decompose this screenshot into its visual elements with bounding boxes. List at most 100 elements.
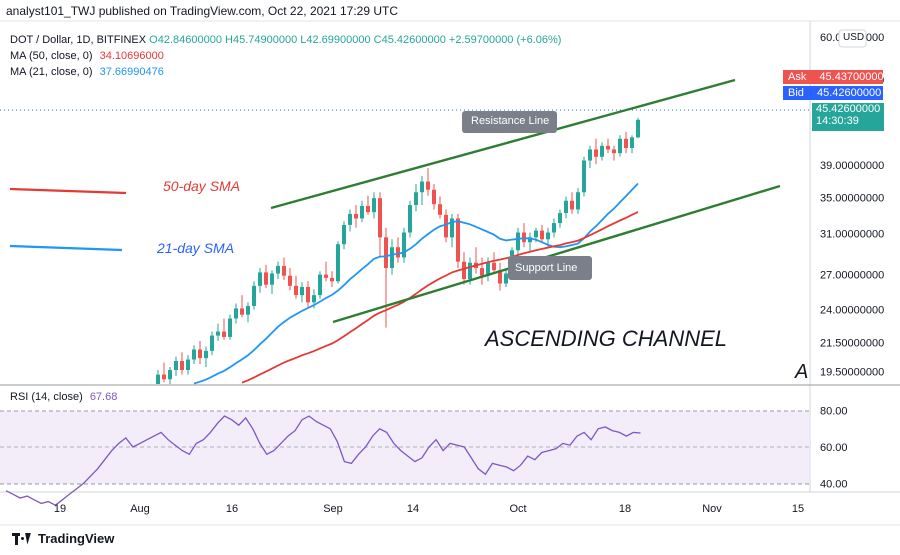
candle[interactable] bbox=[456, 213, 460, 269]
candle[interactable] bbox=[522, 223, 526, 248]
candle[interactable] bbox=[276, 261, 280, 280]
candle[interactable] bbox=[300, 282, 304, 303]
candle[interactable] bbox=[390, 239, 394, 275]
candle[interactable] bbox=[216, 323, 220, 342]
ma21-legend[interactable]: MA (21, close, 0) 37.66990476 bbox=[10, 66, 164, 78]
candle[interactable] bbox=[156, 369, 160, 384]
last-price-tag: 45.42600000 14:30:39 bbox=[814, 103, 882, 127]
candle[interactable] bbox=[180, 352, 184, 375]
time-tick-label: Nov bbox=[702, 503, 722, 515]
candle[interactable] bbox=[618, 135, 622, 157]
candle[interactable] bbox=[570, 192, 574, 214]
candle[interactable] bbox=[564, 196, 568, 219]
candle[interactable] bbox=[444, 209, 448, 243]
candle[interactable] bbox=[252, 281, 256, 310]
candle[interactable] bbox=[336, 241, 340, 284]
candle[interactable] bbox=[234, 303, 238, 324]
symbol-legend[interactable]: DOT / Dollar, 1D, BITFINEX O42.84600000 … bbox=[10, 34, 561, 46]
candle[interactable] bbox=[378, 192, 382, 258]
candle[interactable] bbox=[330, 271, 334, 287]
candle[interactable] bbox=[480, 257, 484, 285]
price-tick-label: 19.50000000 bbox=[820, 367, 884, 379]
candle[interactable] bbox=[162, 362, 166, 383]
candle[interactable] bbox=[198, 341, 202, 364]
price-tick-label: 39.00000000 bbox=[820, 160, 884, 172]
candle[interactable] bbox=[630, 135, 634, 154]
candle[interactable] bbox=[426, 168, 430, 196]
candle[interactable] bbox=[474, 247, 478, 274]
candle[interactable] bbox=[624, 131, 628, 154]
candle[interactable] bbox=[354, 205, 358, 228]
candle[interactable] bbox=[420, 175, 424, 206]
rsi-tick-label: 40.00 bbox=[820, 478, 848, 490]
candle[interactable] bbox=[492, 252, 496, 274]
candle[interactable] bbox=[594, 138, 598, 165]
rsi-tick-label: 60.00 bbox=[820, 442, 848, 454]
candle[interactable] bbox=[282, 257, 286, 281]
candle[interactable] bbox=[246, 302, 250, 323]
candle[interactable] bbox=[402, 227, 406, 263]
ma50-label: MA (50, close, 0) bbox=[10, 50, 93, 62]
candle[interactable] bbox=[240, 295, 244, 318]
candle[interactable] bbox=[294, 275, 298, 299]
candle[interactable] bbox=[360, 200, 364, 223]
candle[interactable] bbox=[324, 261, 328, 282]
candle[interactable] bbox=[516, 227, 520, 258]
candle[interactable] bbox=[270, 270, 274, 294]
candle[interactable] bbox=[438, 196, 442, 219]
candle[interactable] bbox=[384, 227, 388, 328]
candle[interactable] bbox=[528, 232, 532, 253]
candle[interactable] bbox=[540, 224, 544, 243]
candle[interactable] bbox=[210, 331, 214, 356]
candle[interactable] bbox=[366, 195, 370, 215]
candle[interactable] bbox=[264, 264, 268, 289]
candle[interactable] bbox=[396, 237, 400, 263]
candle[interactable] bbox=[186, 355, 190, 375]
candle[interactable] bbox=[342, 221, 346, 250]
candle[interactable] bbox=[174, 356, 178, 377]
candle[interactable] bbox=[576, 188, 580, 214]
candle[interactable] bbox=[636, 117, 640, 139]
support-label-bg bbox=[508, 256, 592, 280]
currency-badge[interactable]: USD bbox=[843, 32, 865, 43]
candle[interactable] bbox=[450, 213, 454, 248]
price-tick-label: 24.00000000 bbox=[820, 305, 884, 317]
candle[interactable] bbox=[204, 346, 208, 367]
countdown-value: 14:30:39 bbox=[816, 115, 859, 127]
candle[interactable] bbox=[168, 366, 172, 384]
candle[interactable] bbox=[258, 268, 262, 293]
candle[interactable] bbox=[192, 345, 196, 364]
sma50-legend-line bbox=[9, 187, 127, 195]
candle[interactable] bbox=[504, 268, 508, 287]
tradingview-footer[interactable]: TradingView bbox=[12, 531, 114, 546]
ma50-line bbox=[241, 211, 639, 384]
candle[interactable] bbox=[582, 156, 586, 197]
candle[interactable] bbox=[552, 218, 556, 238]
candle[interactable] bbox=[348, 209, 352, 232]
candle[interactable] bbox=[588, 145, 592, 169]
sma50-annotation: 50-day SMA bbox=[163, 178, 241, 194]
candle[interactable] bbox=[606, 138, 610, 154]
channel-upper-line bbox=[270, 78, 736, 210]
candle[interactable] bbox=[414, 183, 418, 212]
candle[interactable] bbox=[288, 268, 292, 291]
time-tick-label: Oct bbox=[509, 503, 526, 515]
candle[interactable] bbox=[612, 145, 616, 161]
ask-label: Ask bbox=[788, 71, 807, 83]
candle[interactable] bbox=[408, 200, 412, 238]
candle[interactable] bbox=[318, 271, 322, 299]
candle[interactable] bbox=[600, 142, 604, 161]
time-tick-label: Sep bbox=[323, 503, 343, 515]
candle[interactable] bbox=[558, 209, 562, 228]
rsi-legend[interactable]: RSI (14, close) 67.68 bbox=[10, 391, 117, 403]
candle[interactable] bbox=[222, 318, 226, 340]
candle[interactable] bbox=[432, 183, 436, 210]
candle[interactable] bbox=[228, 314, 232, 340]
candle[interactable] bbox=[306, 281, 310, 309]
time-tick-label: 15 bbox=[792, 503, 804, 515]
last-price-tag-bg bbox=[812, 103, 884, 131]
ma50-legend[interactable]: MA (50, close, 0) 34.10696000 bbox=[10, 50, 164, 62]
candle[interactable] bbox=[372, 192, 376, 219]
candle[interactable] bbox=[498, 262, 502, 291]
